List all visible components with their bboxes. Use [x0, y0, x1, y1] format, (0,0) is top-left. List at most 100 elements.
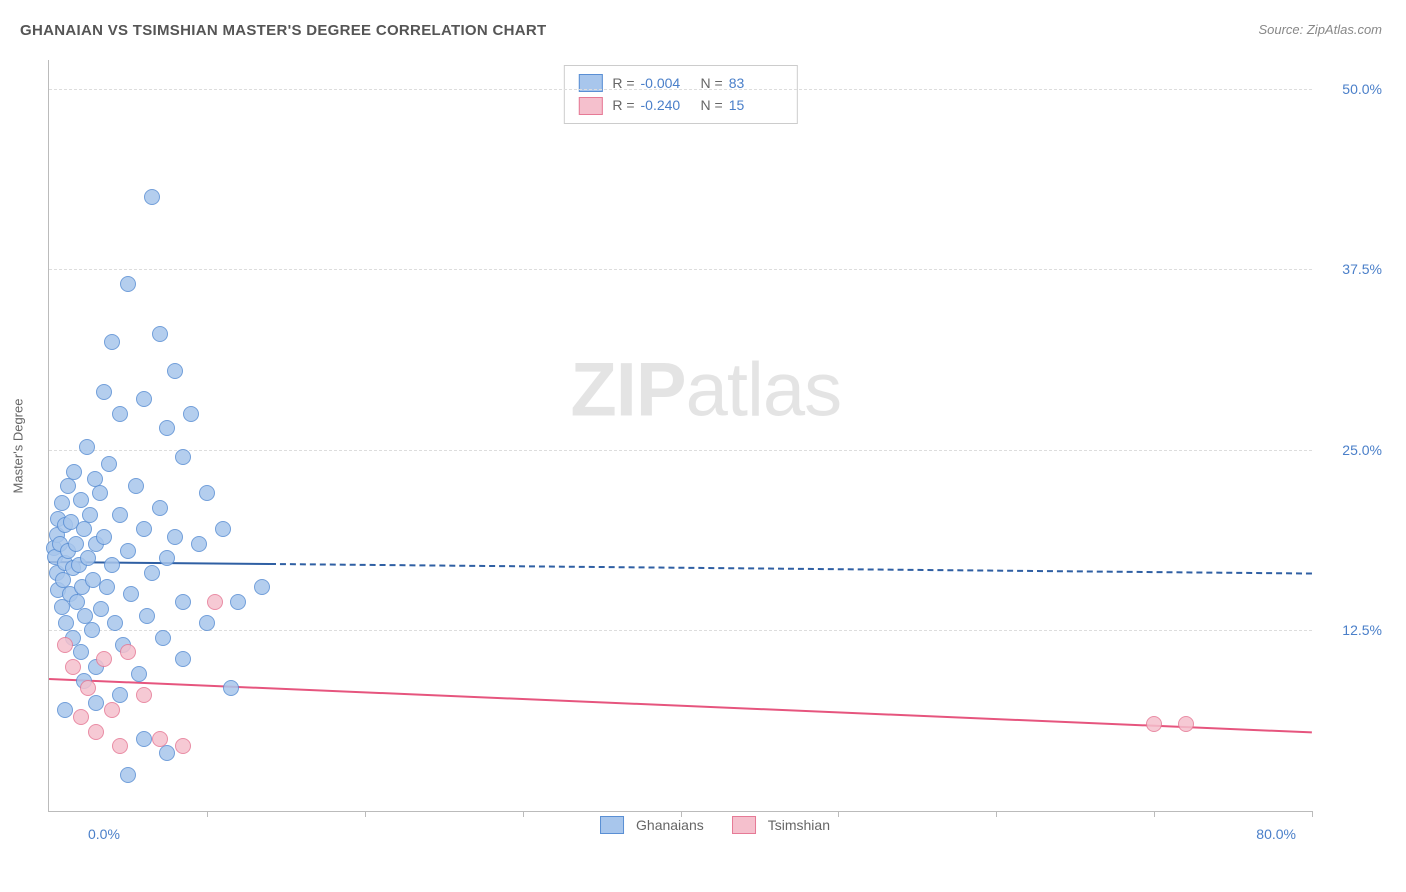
legend-n-value: 83 — [729, 72, 783, 94]
y-tick-label: 12.5% — [1342, 622, 1382, 638]
data-point — [199, 485, 215, 501]
data-point — [152, 731, 168, 747]
data-point — [183, 406, 199, 422]
trend-line — [270, 563, 1312, 575]
data-point — [131, 666, 147, 682]
data-point — [1146, 716, 1162, 732]
data-point — [73, 644, 89, 660]
legend-r-label: R = — [612, 72, 634, 94]
data-point — [199, 615, 215, 631]
data-point — [120, 276, 136, 292]
x-tick-mark — [1154, 811, 1155, 817]
data-point — [152, 326, 168, 342]
data-point — [175, 651, 191, 667]
data-point — [93, 601, 109, 617]
data-point — [123, 586, 139, 602]
legend-r-value: -0.240 — [641, 94, 695, 116]
x-tick-mark — [207, 811, 208, 817]
data-point — [230, 594, 246, 610]
data-point — [120, 644, 136, 660]
plot-area: ZIPatlas R = -0.004 N = 83R = -0.240 N = 15 — [48, 60, 1312, 812]
data-point — [1178, 716, 1194, 732]
data-point — [79, 439, 95, 455]
legend-swatch — [732, 816, 756, 834]
data-point — [175, 449, 191, 465]
gridline — [49, 89, 1312, 90]
legend-series-name: Tsimshian — [768, 817, 830, 833]
y-axis-title: Master's Degree — [11, 399, 26, 494]
data-point — [57, 702, 73, 718]
data-point — [136, 521, 152, 537]
y-tick-label: 37.5% — [1342, 261, 1382, 277]
data-point — [167, 363, 183, 379]
legend-n-label: N = — [701, 72, 723, 94]
data-point — [88, 724, 104, 740]
data-point — [175, 594, 191, 610]
data-point — [92, 485, 108, 501]
data-point — [175, 738, 191, 754]
data-point — [104, 702, 120, 718]
y-tick-label: 50.0% — [1342, 81, 1382, 97]
data-point — [223, 680, 239, 696]
gridline — [49, 630, 1312, 631]
legend-series-item: Ghanaians — [600, 816, 704, 834]
data-point — [144, 189, 160, 205]
data-point — [136, 687, 152, 703]
legend-swatch — [600, 816, 624, 834]
data-point — [159, 745, 175, 761]
data-point — [107, 615, 123, 631]
data-point — [120, 767, 136, 783]
data-point — [96, 384, 112, 400]
legend-n-label: N = — [701, 94, 723, 116]
x-tick-max: 80.0% — [1256, 826, 1296, 842]
data-point — [136, 731, 152, 747]
data-point — [88, 695, 104, 711]
data-point — [167, 529, 183, 545]
data-point — [112, 406, 128, 422]
data-point — [112, 738, 128, 754]
x-tick-mark — [996, 811, 997, 817]
data-point — [128, 478, 144, 494]
gridline — [49, 450, 1312, 451]
data-point — [207, 594, 223, 610]
data-point — [57, 637, 73, 653]
x-tick-mark — [1312, 811, 1313, 817]
data-point — [254, 579, 270, 595]
x-tick-mark — [365, 811, 366, 817]
chart-container: ZIPatlas R =-0.004N =83R =-0.240N =15 0.… — [48, 60, 1382, 842]
x-tick-mark — [523, 811, 524, 817]
data-point — [68, 536, 84, 552]
data-point — [215, 521, 231, 537]
data-point — [80, 550, 96, 566]
data-point — [112, 687, 128, 703]
data-point — [136, 391, 152, 407]
x-tick-mark — [838, 811, 839, 817]
legend-n-value: 15 — [729, 94, 783, 116]
chart-title: GHANAIAN VS TSIMSHIAN MASTER'S DEGREE CO… — [20, 22, 546, 39]
data-point — [104, 334, 120, 350]
data-point — [104, 557, 120, 573]
data-point — [96, 651, 112, 667]
data-point — [73, 709, 89, 725]
legend-series-item: Tsimshian — [732, 816, 830, 834]
data-point — [84, 622, 100, 638]
data-point — [144, 565, 160, 581]
legend-r-value: -0.004 — [641, 72, 695, 94]
data-point — [112, 507, 128, 523]
data-point — [155, 630, 171, 646]
legend-row: R = -0.004 N = 83 — [578, 72, 782, 94]
y-tick-label: 25.0% — [1342, 442, 1382, 458]
series-legend: Ghanaians Tsimshian — [600, 816, 830, 834]
legend-swatch — [578, 97, 602, 115]
source-attribution: Source: ZipAtlas.com — [1258, 22, 1382, 37]
data-point — [191, 536, 207, 552]
data-point — [76, 521, 92, 537]
legend-series-name: Ghanaians — [636, 817, 704, 833]
legend-row: R =-0.240N =15 — [578, 94, 782, 116]
watermark-atlas: atlas — [686, 348, 842, 433]
data-point — [96, 529, 112, 545]
correlation-legend: R = -0.004 N = 83R = -0.240 N = 15 — [563, 65, 797, 124]
watermark-zip: ZIP — [570, 348, 685, 433]
data-point — [65, 659, 81, 675]
data-point — [82, 507, 98, 523]
